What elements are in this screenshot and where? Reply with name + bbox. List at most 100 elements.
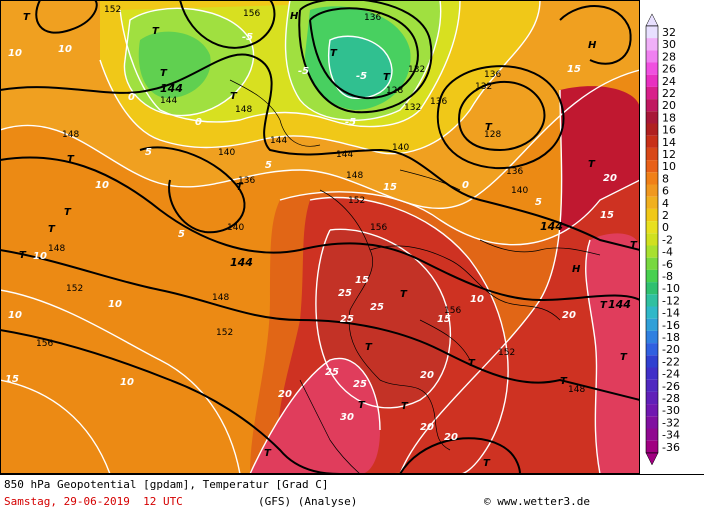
credit-link[interactable]: © www.wetter3.de <box>484 495 590 508</box>
height-label: 136 <box>430 97 447 107</box>
legend-swatch <box>646 245 658 258</box>
legend-label: 2 <box>662 209 669 222</box>
legend-swatch <box>646 257 658 270</box>
legend-label: -30 <box>662 404 680 417</box>
height-label: 156 <box>36 339 53 349</box>
legend-label: -32 <box>662 416 680 429</box>
footer: 850 hPa Geopotential [gpdam], Temperatur… <box>0 474 704 513</box>
temp-label: 15 <box>383 182 397 193</box>
low-marker: T <box>630 240 638 251</box>
legend-label: -8 <box>662 270 673 283</box>
height-label: 152 <box>348 196 365 206</box>
legend-label: 10 <box>662 160 676 173</box>
cold-core-north-deep <box>328 36 392 99</box>
height-label: 148 <box>62 130 79 140</box>
temp-label: 10 <box>470 294 484 305</box>
isohypse-label: 144 <box>608 298 631 311</box>
temp-label: 15 <box>5 374 19 385</box>
low-marker: T <box>67 154 75 165</box>
legend-label: 14 <box>662 136 676 149</box>
isotherms <box>0 0 640 474</box>
isohypse-label: 144 <box>540 220 563 233</box>
map-labels: H H H T T T T T T T T T T T T T T T T T … <box>5 5 638 469</box>
legend-swatch <box>646 294 658 307</box>
temp-label: 25 <box>338 288 352 299</box>
legend-label: -18 <box>662 331 680 344</box>
temp-label: 10 <box>95 180 109 191</box>
legend-label: -22 <box>662 355 680 368</box>
legend-swatch <box>646 404 658 417</box>
legend-label: 28 <box>662 50 676 63</box>
height-label: 128 <box>386 86 403 96</box>
temp-label: 30 <box>340 412 354 423</box>
low-marker: T <box>48 224 56 235</box>
temp-label: 0 <box>195 117 202 128</box>
low-marker: T <box>483 458 491 469</box>
height-label: 128 <box>484 130 501 140</box>
temp-label: 25 <box>340 314 354 325</box>
temp-label: 15 <box>437 314 451 325</box>
low-marker: T <box>330 48 338 59</box>
legend-swatch <box>646 74 658 87</box>
weather-map: H H H T T T T T T T T T T T T T T T T T … <box>0 0 640 474</box>
low-marker: T <box>600 300 608 311</box>
legend-label: -36 <box>662 441 680 454</box>
legend-swatch <box>646 184 658 197</box>
height-label: 136 <box>506 167 523 177</box>
isohypse-label: 144 <box>160 82 183 95</box>
chart-title: 850 hPa Geopotential [gpdam], Temperatur… <box>4 478 329 491</box>
legend-swatch <box>646 123 658 136</box>
high-marker: H <box>572 264 581 275</box>
height-label: 140 <box>511 186 528 196</box>
legend-swatch <box>646 416 658 429</box>
temp-label: 10 <box>8 310 22 321</box>
height-label: 152 <box>498 348 515 358</box>
legend-label: 6 <box>662 185 669 198</box>
legend-swatch <box>646 379 658 392</box>
low-marker: T <box>64 207 72 218</box>
height-label: 144 <box>270 136 287 146</box>
legend-label: -14 <box>662 307 680 320</box>
legend-label: -2 <box>662 233 673 246</box>
temp-label: -5 <box>345 117 356 128</box>
cold-core-west-inner <box>138 31 211 99</box>
height-label: 144 <box>336 150 353 160</box>
legend-label: 22 <box>662 87 676 100</box>
height-label: 156 <box>444 306 461 316</box>
legend-label: 0 <box>662 221 669 234</box>
height-label: 156 <box>243 9 260 19</box>
temp-label: 20 <box>444 432 458 443</box>
legend-swatch <box>646 318 658 331</box>
legend-swatch <box>646 355 658 368</box>
legend-swatch <box>646 428 658 441</box>
legend-label: 30 <box>662 38 676 51</box>
height-label: 156 <box>370 223 387 233</box>
height-label: 140 <box>218 148 235 158</box>
legend-swatch <box>646 440 658 453</box>
temp-label: -5 <box>298 66 309 77</box>
legend-label: -6 <box>662 258 673 271</box>
temp-label: 10 <box>8 48 22 59</box>
chart-date: Samstag, 29-06-2019 12 UTC <box>4 495 183 508</box>
color-legend: 32302826242220181614121086420-2-4-6-8-10… <box>645 13 680 466</box>
legend-swatch <box>646 135 658 148</box>
temp-label: 10 <box>108 299 122 310</box>
temp-label: 0 <box>128 92 135 103</box>
legend-swatch <box>646 86 658 100</box>
legend-swatch <box>646 111 658 124</box>
high-marker: H <box>290 11 299 22</box>
height-label: 152 <box>216 328 233 338</box>
low-marker: T <box>19 250 27 261</box>
legend-swatch <box>646 99 658 112</box>
legend-swatch <box>646 282 658 295</box>
legend-swatch <box>646 330 658 344</box>
temp-label: 25 <box>325 367 339 378</box>
legend-arrow-up-icon <box>645 13 659 27</box>
temp-label: 5 <box>535 197 542 208</box>
temp-label: 10 <box>120 377 134 388</box>
legend-swatch <box>646 50 658 63</box>
legend-swatch <box>646 196 658 209</box>
legend-label: 32 <box>662 26 676 39</box>
legend-swatch <box>646 269 658 283</box>
height-label: 140 <box>392 143 409 153</box>
